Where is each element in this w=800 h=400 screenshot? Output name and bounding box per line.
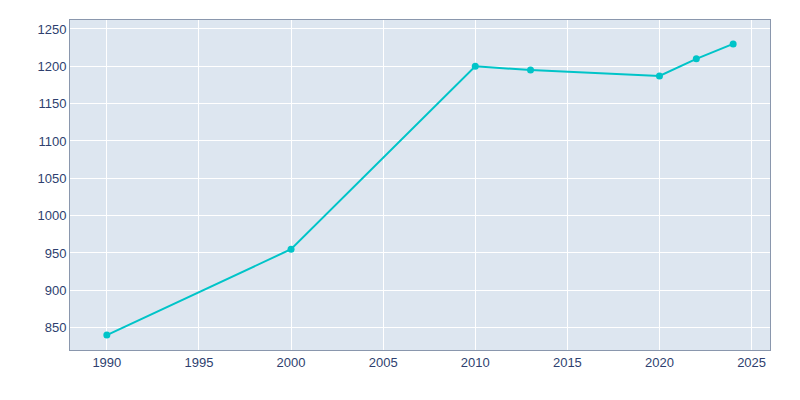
svg-text:1150: 1150	[38, 96, 66, 111]
svg-text:950: 950	[45, 245, 67, 260]
svg-text:1000: 1000	[37, 208, 66, 223]
svg-text:2005: 2005	[369, 355, 398, 370]
svg-text:2010: 2010	[461, 355, 490, 370]
svg-text:1100: 1100	[38, 134, 66, 149]
svg-text:1200: 1200	[37, 59, 66, 74]
svg-text:850: 850	[45, 320, 67, 335]
svg-text:2020: 2020	[645, 355, 674, 370]
svg-text:1990: 1990	[92, 355, 121, 370]
svg-text:1250: 1250	[37, 22, 66, 37]
svg-text:2000: 2000	[277, 355, 306, 370]
svg-text:1050: 1050	[37, 171, 66, 186]
svg-text:1995: 1995	[184, 355, 213, 370]
svg-text:2015: 2015	[553, 355, 582, 370]
svg-text:900: 900	[45, 283, 67, 298]
svg-text:2025: 2025	[737, 355, 766, 370]
